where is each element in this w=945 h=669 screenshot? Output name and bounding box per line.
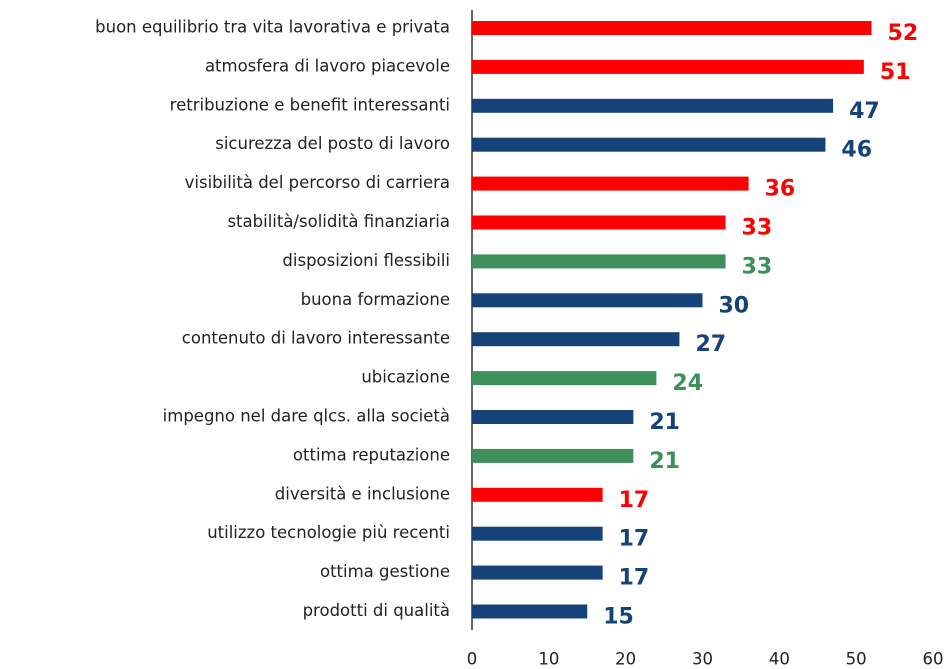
- value-label: 33: [742, 216, 773, 241]
- value-label: 24: [672, 371, 703, 396]
- value-label: 46: [841, 138, 872, 163]
- category-label: ubicazione: [361, 368, 450, 387]
- category-label: ottima gestione: [320, 562, 450, 581]
- x-tick-label: 0: [467, 650, 478, 669]
- category-label: buon equilibrio tra vita lavorativa e pr…: [95, 18, 450, 37]
- value-label: 36: [765, 177, 796, 202]
- value-label: 17: [619, 488, 650, 513]
- bar: [472, 448, 634, 463]
- category-label: contenuto di lavoro interessante: [182, 329, 450, 348]
- bar: [472, 176, 749, 191]
- category-label: atmosfera di lavoro piacevole: [205, 56, 450, 75]
- category-label: prodotti di qualità: [303, 601, 450, 620]
- x-tick-label: 50: [846, 650, 867, 669]
- x-tick-label: 30: [692, 650, 713, 669]
- category-label: ottima reputazione: [293, 445, 450, 464]
- value-label: 52: [888, 21, 919, 46]
- value-label: 21: [649, 449, 680, 474]
- bar: [472, 21, 872, 35]
- value-label: 17: [619, 527, 650, 552]
- x-tick-label: 40: [769, 650, 790, 669]
- bar: [472, 487, 603, 502]
- category-label: sicurezza del posto di lavoro: [215, 134, 450, 153]
- category-label: buona formazione: [301, 290, 450, 309]
- bar: [472, 59, 864, 74]
- bar: [472, 137, 826, 152]
- bar: [472, 98, 834, 113]
- category-label: retribuzione e benefit interessanti: [170, 95, 450, 114]
- bar: [472, 565, 603, 580]
- bar: [472, 215, 726, 230]
- value-label: 15: [603, 605, 634, 630]
- value-label: 51: [880, 60, 911, 85]
- x-tick-label: 10: [538, 650, 559, 669]
- value-label: 33: [742, 254, 773, 279]
- category-label: impegno nel dare qlcs. alla società: [163, 407, 450, 426]
- x-tick-label: 60: [923, 650, 944, 669]
- value-label: 27: [695, 332, 726, 357]
- bar: [472, 293, 703, 308]
- x-tick-label: 20: [615, 650, 636, 669]
- category-label: diversità e inclusione: [275, 484, 450, 503]
- bar: [472, 410, 634, 424]
- bar: [472, 254, 726, 269]
- category-label: stabilità/solidità finanziaria: [227, 212, 450, 231]
- value-label: 21: [649, 410, 680, 435]
- bar: [472, 604, 588, 619]
- bar: [472, 526, 603, 541]
- bar: [472, 332, 680, 347]
- bar: [472, 371, 657, 386]
- value-label: 30: [719, 293, 750, 318]
- value-label: 47: [849, 99, 880, 124]
- value-label: 17: [619, 566, 650, 591]
- category-label: disposizioni flessibili: [282, 251, 450, 270]
- category-label: visibilità del percorso di carriera: [185, 173, 450, 192]
- category-label: utilizzo tecnologie più recenti: [207, 523, 450, 542]
